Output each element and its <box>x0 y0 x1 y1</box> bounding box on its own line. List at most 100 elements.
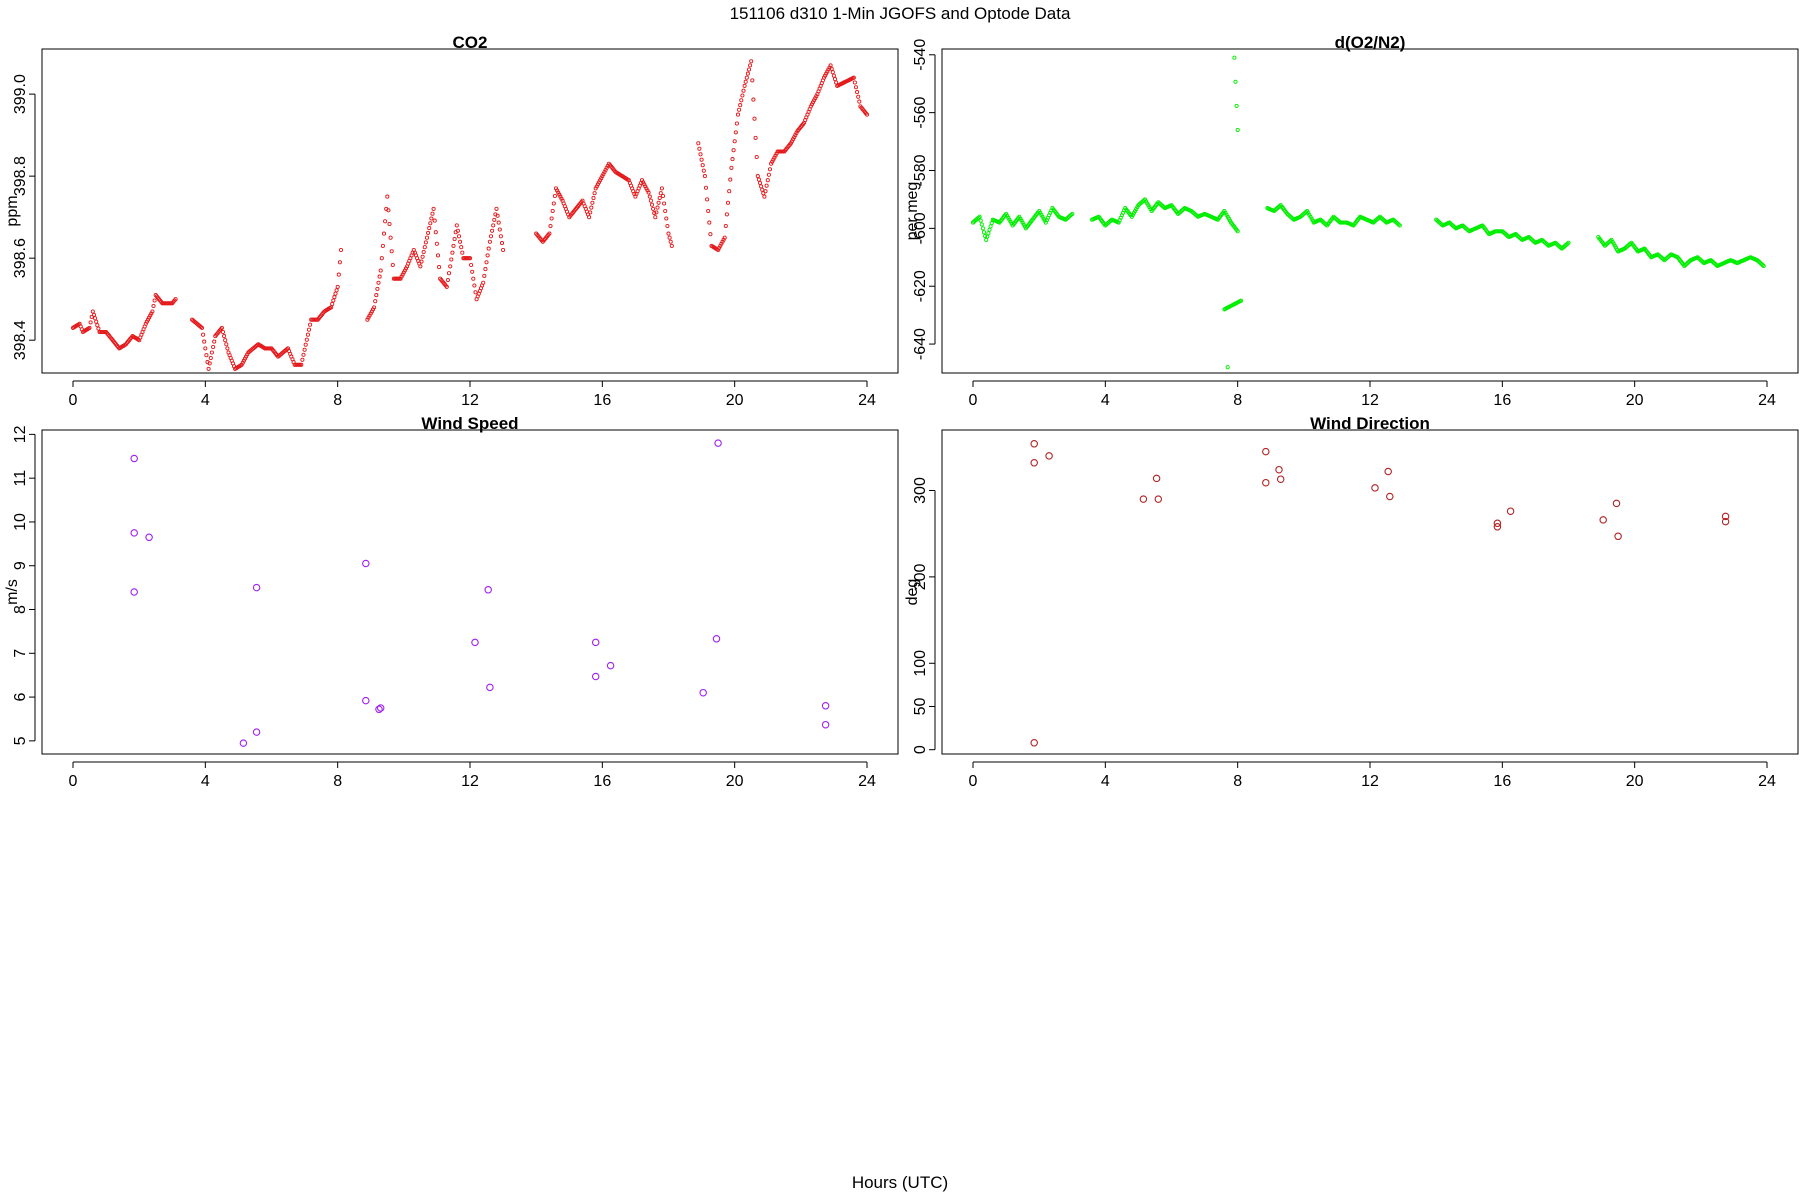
data-point <box>419 259 424 264</box>
data-point <box>1152 474 1161 483</box>
data-point <box>550 208 555 214</box>
data-point <box>366 315 371 320</box>
x-tick-label: 4 <box>201 773 210 790</box>
plot-frame <box>941 429 1799 755</box>
data-point <box>698 152 703 157</box>
data-point <box>1232 55 1237 60</box>
data-point <box>1238 298 1244 303</box>
data-point <box>208 355 213 361</box>
data-point <box>587 215 592 220</box>
data-point <box>1225 365 1230 370</box>
x-tick-label: 0 <box>69 392 78 409</box>
data-point <box>1493 519 1502 528</box>
data-point <box>487 239 492 244</box>
data-point <box>458 239 463 244</box>
x-tick-label: 8 <box>1233 773 1242 790</box>
data-point <box>748 63 753 68</box>
data-point <box>224 342 229 347</box>
data-point <box>1276 475 1285 483</box>
data-point <box>834 80 839 85</box>
data-point <box>239 739 248 747</box>
data-point <box>1005 213 1010 218</box>
data-point <box>978 218 983 223</box>
y-axis-label: m/s <box>4 579 21 605</box>
x-tick-label: 20 <box>726 392 744 409</box>
data-points <box>970 55 1766 370</box>
data-point <box>666 231 671 236</box>
data-point <box>1147 205 1152 210</box>
data-point <box>472 283 477 288</box>
data-point <box>305 332 310 337</box>
data-point <box>830 70 835 75</box>
data-point <box>470 269 475 274</box>
data-point <box>727 189 732 194</box>
data-point <box>437 265 442 270</box>
data-point <box>725 200 731 205</box>
data-point <box>377 274 382 279</box>
chart-co2: CO2 0 4 8 12 16 20 24 398.4 398.6 398.8 399.0 ppm <box>4 33 899 409</box>
data-point <box>449 257 454 262</box>
data-point <box>984 237 989 242</box>
data-point <box>1262 447 1270 456</box>
data-point <box>219 325 224 330</box>
data-point <box>705 197 710 202</box>
data-point <box>448 264 453 269</box>
data-point <box>452 236 457 242</box>
data-point <box>300 357 305 362</box>
data-point <box>864 112 870 117</box>
data-point <box>652 211 657 216</box>
chart-title: Wind Direction <box>1310 414 1430 433</box>
data-point <box>808 104 813 109</box>
data-point <box>752 116 757 121</box>
data-point <box>403 266 409 271</box>
data-point <box>738 103 743 108</box>
data-point <box>769 161 774 166</box>
data-point <box>149 311 154 316</box>
data-point <box>604 165 609 170</box>
data-point <box>151 303 156 309</box>
y-tick-label: 0 <box>912 745 929 754</box>
data-point <box>667 235 672 240</box>
data-point <box>771 157 776 162</box>
x-tick-label: 20 <box>1626 392 1644 409</box>
data-point <box>1721 512 1730 521</box>
data-point <box>501 247 506 253</box>
data-point <box>380 243 385 248</box>
data-point <box>821 702 830 710</box>
data-point <box>1493 523 1502 531</box>
data-point <box>664 216 669 221</box>
data-point <box>87 325 92 330</box>
data-point <box>95 323 100 328</box>
chart-title: CO2 <box>453 33 488 52</box>
data-point <box>701 168 706 173</box>
data-point <box>857 99 862 104</box>
data-point <box>757 180 763 186</box>
data-point <box>703 185 709 190</box>
data-point <box>89 314 94 319</box>
data-point <box>88 320 93 325</box>
y-tick-label: 100 <box>912 650 929 677</box>
data-point <box>737 107 742 112</box>
data-point <box>1599 516 1607 524</box>
data-point <box>760 187 765 192</box>
data-point <box>304 337 309 342</box>
data-point <box>336 272 341 277</box>
data-point <box>559 196 564 201</box>
y-tick-label: -560 <box>912 97 929 129</box>
data-point <box>491 223 496 228</box>
data-point <box>1371 484 1379 492</box>
x-tick-label: 8 <box>1233 392 1242 409</box>
data-point <box>980 226 985 231</box>
data-point <box>426 230 431 235</box>
data-point <box>755 174 760 179</box>
data-point <box>96 326 101 331</box>
data-point <box>761 191 766 196</box>
data-point <box>765 178 770 183</box>
data-point <box>446 271 452 276</box>
y-tick-label: 398.4 <box>12 320 29 360</box>
data-point <box>372 305 377 310</box>
data-point <box>374 293 379 298</box>
data-point <box>386 208 391 213</box>
data-point <box>337 260 342 265</box>
